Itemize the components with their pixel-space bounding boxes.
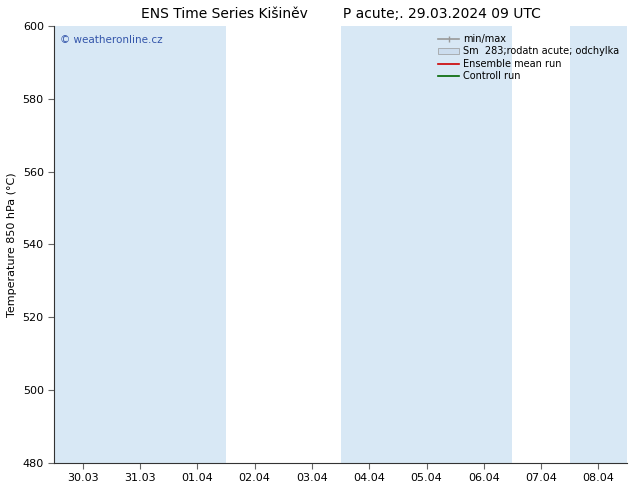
Bar	[398, 26, 455, 463]
Bar	[570, 26, 627, 463]
Title: ENS Time Series Kišiněv        P acute;. 29.03.2024 09 UTC: ENS Time Series Kišiněv P acute;. 29.03.…	[141, 7, 541, 21]
Bar	[340, 26, 398, 463]
Legend: min/max, Sm  283;rodatn acute; odchylka, Ensemble mean run, Controll run: min/max, Sm 283;rodatn acute; odchylka, …	[435, 31, 622, 84]
Bar	[112, 26, 169, 463]
Bar	[455, 26, 512, 463]
Y-axis label: Temperature 850 hPa (°C): Temperature 850 hPa (°C)	[7, 172, 17, 317]
Bar	[169, 26, 226, 463]
Bar	[54, 26, 112, 463]
Text: © weatheronline.cz: © weatheronline.cz	[60, 35, 162, 45]
